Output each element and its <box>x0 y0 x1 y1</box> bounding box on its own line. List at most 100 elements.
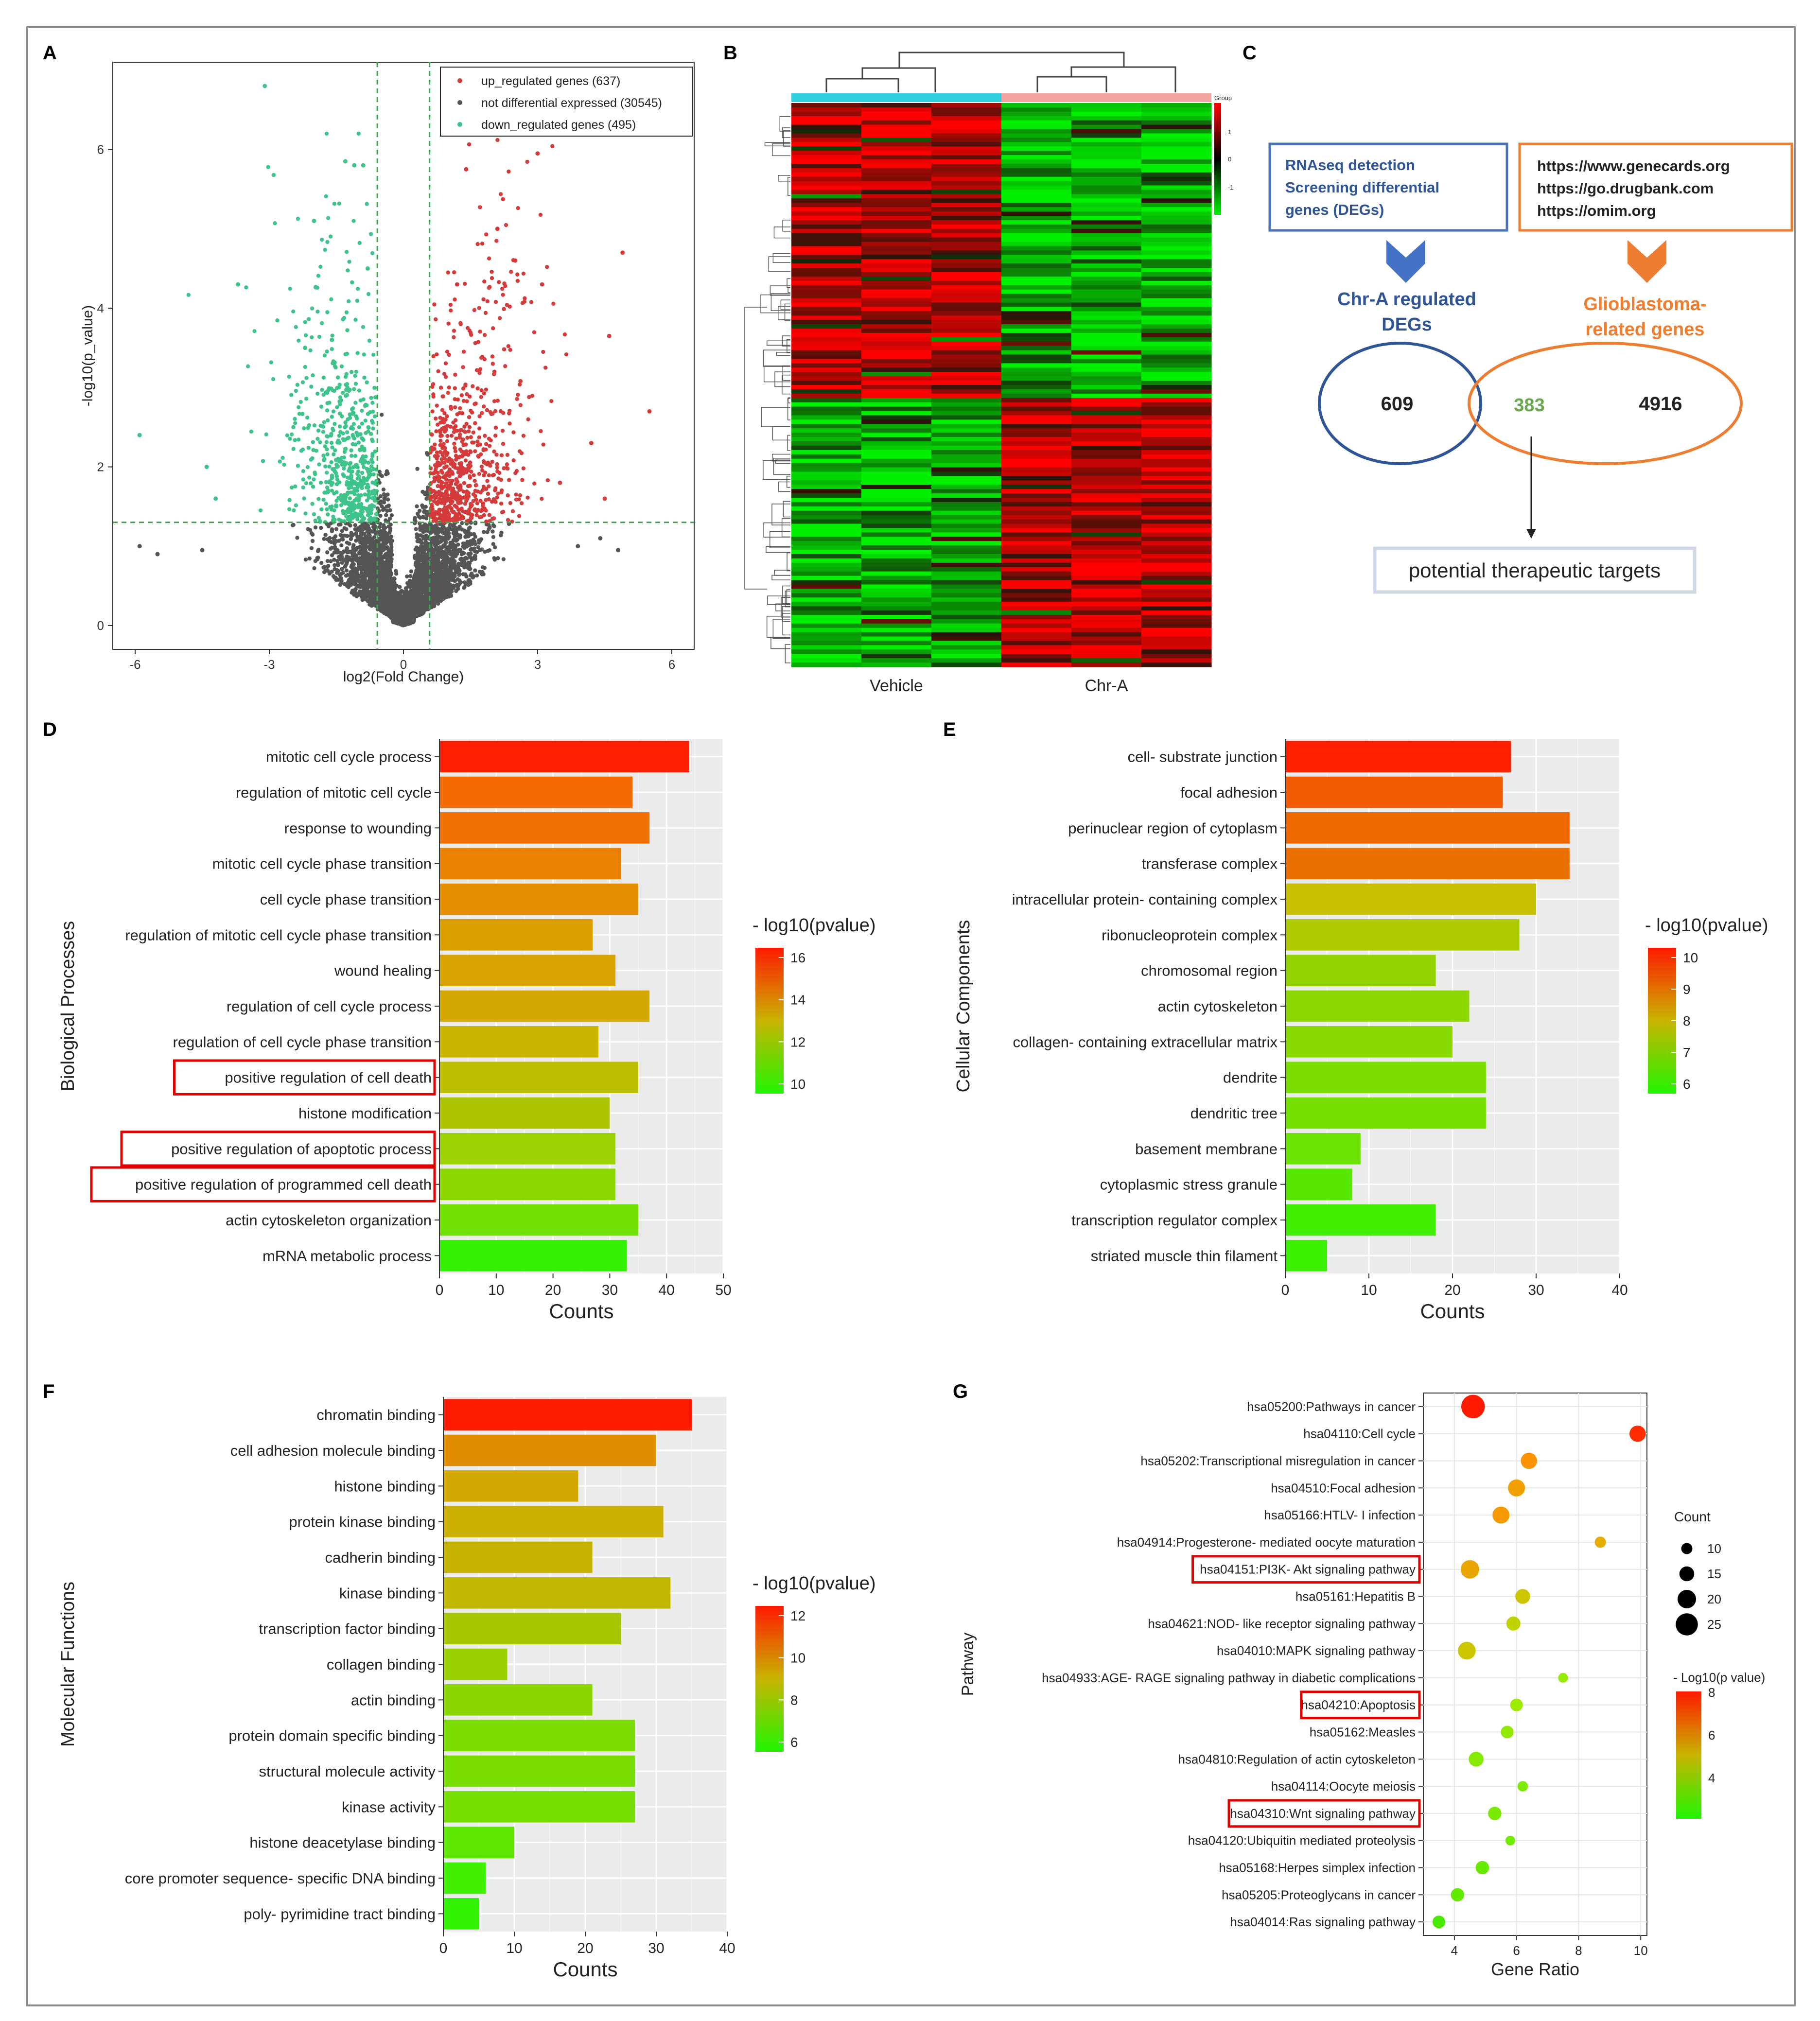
volcano-point <box>467 425 472 430</box>
volcano-point <box>344 394 348 398</box>
volcano-point <box>379 564 384 568</box>
volcano-point <box>439 469 444 473</box>
volcano-point <box>389 608 394 613</box>
volcano-point <box>293 417 297 421</box>
volcano-point <box>401 623 405 627</box>
volcano-point <box>517 382 522 387</box>
heatmap-cell <box>931 151 1002 156</box>
volcano-point <box>500 286 505 291</box>
volcano-point <box>306 426 310 430</box>
volcano-point <box>310 539 315 543</box>
heatmap-cell <box>1141 107 1212 112</box>
volcano-point <box>365 582 369 587</box>
volcano-point <box>450 540 455 545</box>
volcano-point <box>364 454 368 459</box>
volcano-point <box>460 552 465 556</box>
volcano-point <box>366 485 370 489</box>
volcano-point <box>362 532 367 536</box>
heatmap-cell <box>931 138 1002 142</box>
volcano-point <box>434 416 438 421</box>
heatmap-cell <box>791 103 862 108</box>
volcano-point <box>373 525 377 529</box>
volcano-point <box>471 430 475 435</box>
volcano-point <box>344 568 349 573</box>
volcano-point <box>474 513 479 518</box>
heatmap-cell <box>931 111 1002 117</box>
volcano-point <box>455 493 459 498</box>
volcano-point <box>458 447 463 452</box>
volcano-point <box>367 568 371 573</box>
volcano-point <box>357 425 362 430</box>
volcano-point <box>434 429 438 434</box>
heatmap-cell <box>1071 142 1142 147</box>
volcano-point <box>430 591 434 595</box>
volcano-point <box>499 501 504 506</box>
volcano-point <box>310 306 315 311</box>
volcano-point <box>453 397 457 401</box>
volcano-point <box>434 317 438 322</box>
volcano-point <box>304 397 309 401</box>
volcano-point <box>488 525 492 530</box>
volcano-xlabel: log2(Fold Change) <box>343 669 464 685</box>
heatmap-cell <box>1001 124 1072 130</box>
volcano-point <box>501 557 506 561</box>
volcano-point <box>525 495 530 500</box>
dendro-top-4 <box>1070 66 1176 92</box>
volcano-point <box>291 447 296 451</box>
heatmap-cell <box>861 120 932 125</box>
volcano-point <box>469 332 473 337</box>
volcano-point <box>300 412 305 416</box>
volcano-ytick-label: 0 <box>97 618 104 633</box>
panel-label-g: G <box>953 1381 968 1402</box>
volcano-point <box>444 595 449 599</box>
volcano-point <box>495 399 500 403</box>
volcano-point <box>325 565 330 569</box>
volcano-point <box>293 421 298 425</box>
volcano-point <box>490 529 495 534</box>
volcano-point <box>472 479 477 483</box>
volcano-point <box>310 502 315 506</box>
volcano-point <box>343 352 348 357</box>
volcano-point <box>539 429 543 434</box>
heatmap-cell <box>861 155 932 160</box>
volcano-point <box>488 285 492 289</box>
volcano-point <box>517 514 522 518</box>
volcano-point <box>445 439 450 443</box>
volcano-point <box>450 478 455 483</box>
volcano-point <box>394 569 398 573</box>
volcano-point <box>468 475 472 480</box>
volcano-point <box>473 553 477 558</box>
volcano-point <box>342 316 347 320</box>
volcano-point <box>315 309 320 314</box>
volcano-point <box>362 563 366 567</box>
volcano-point <box>304 376 309 380</box>
volcano-point <box>368 504 372 508</box>
volcano-point <box>415 606 420 610</box>
volcano-point <box>357 584 362 588</box>
volcano-point <box>369 529 374 534</box>
volcano-point <box>366 560 370 565</box>
volcano-point <box>454 533 459 537</box>
volcano-point <box>323 247 327 252</box>
volcano-point <box>408 607 412 612</box>
volcano-point <box>438 385 443 390</box>
volcano-point <box>377 500 382 505</box>
volcano-point <box>519 501 524 505</box>
volcano-point <box>275 318 280 323</box>
heatmap-cell <box>1001 142 1072 147</box>
volcano-point <box>361 518 365 523</box>
dendro-top-1 <box>825 78 899 92</box>
volcano-point <box>336 561 340 566</box>
volcano-point <box>471 499 475 503</box>
volcano-point <box>350 433 355 437</box>
volcano-point <box>368 432 373 436</box>
volcano-point <box>369 396 373 400</box>
figure-border <box>26 26 1796 2006</box>
volcano-point <box>360 597 365 602</box>
volcano-point <box>373 601 378 605</box>
volcano-point <box>323 464 328 469</box>
heatmap-cell <box>861 129 932 134</box>
volcano-point-outlier <box>455 282 459 287</box>
volcano-point <box>431 394 436 399</box>
volcano-point <box>461 349 466 354</box>
